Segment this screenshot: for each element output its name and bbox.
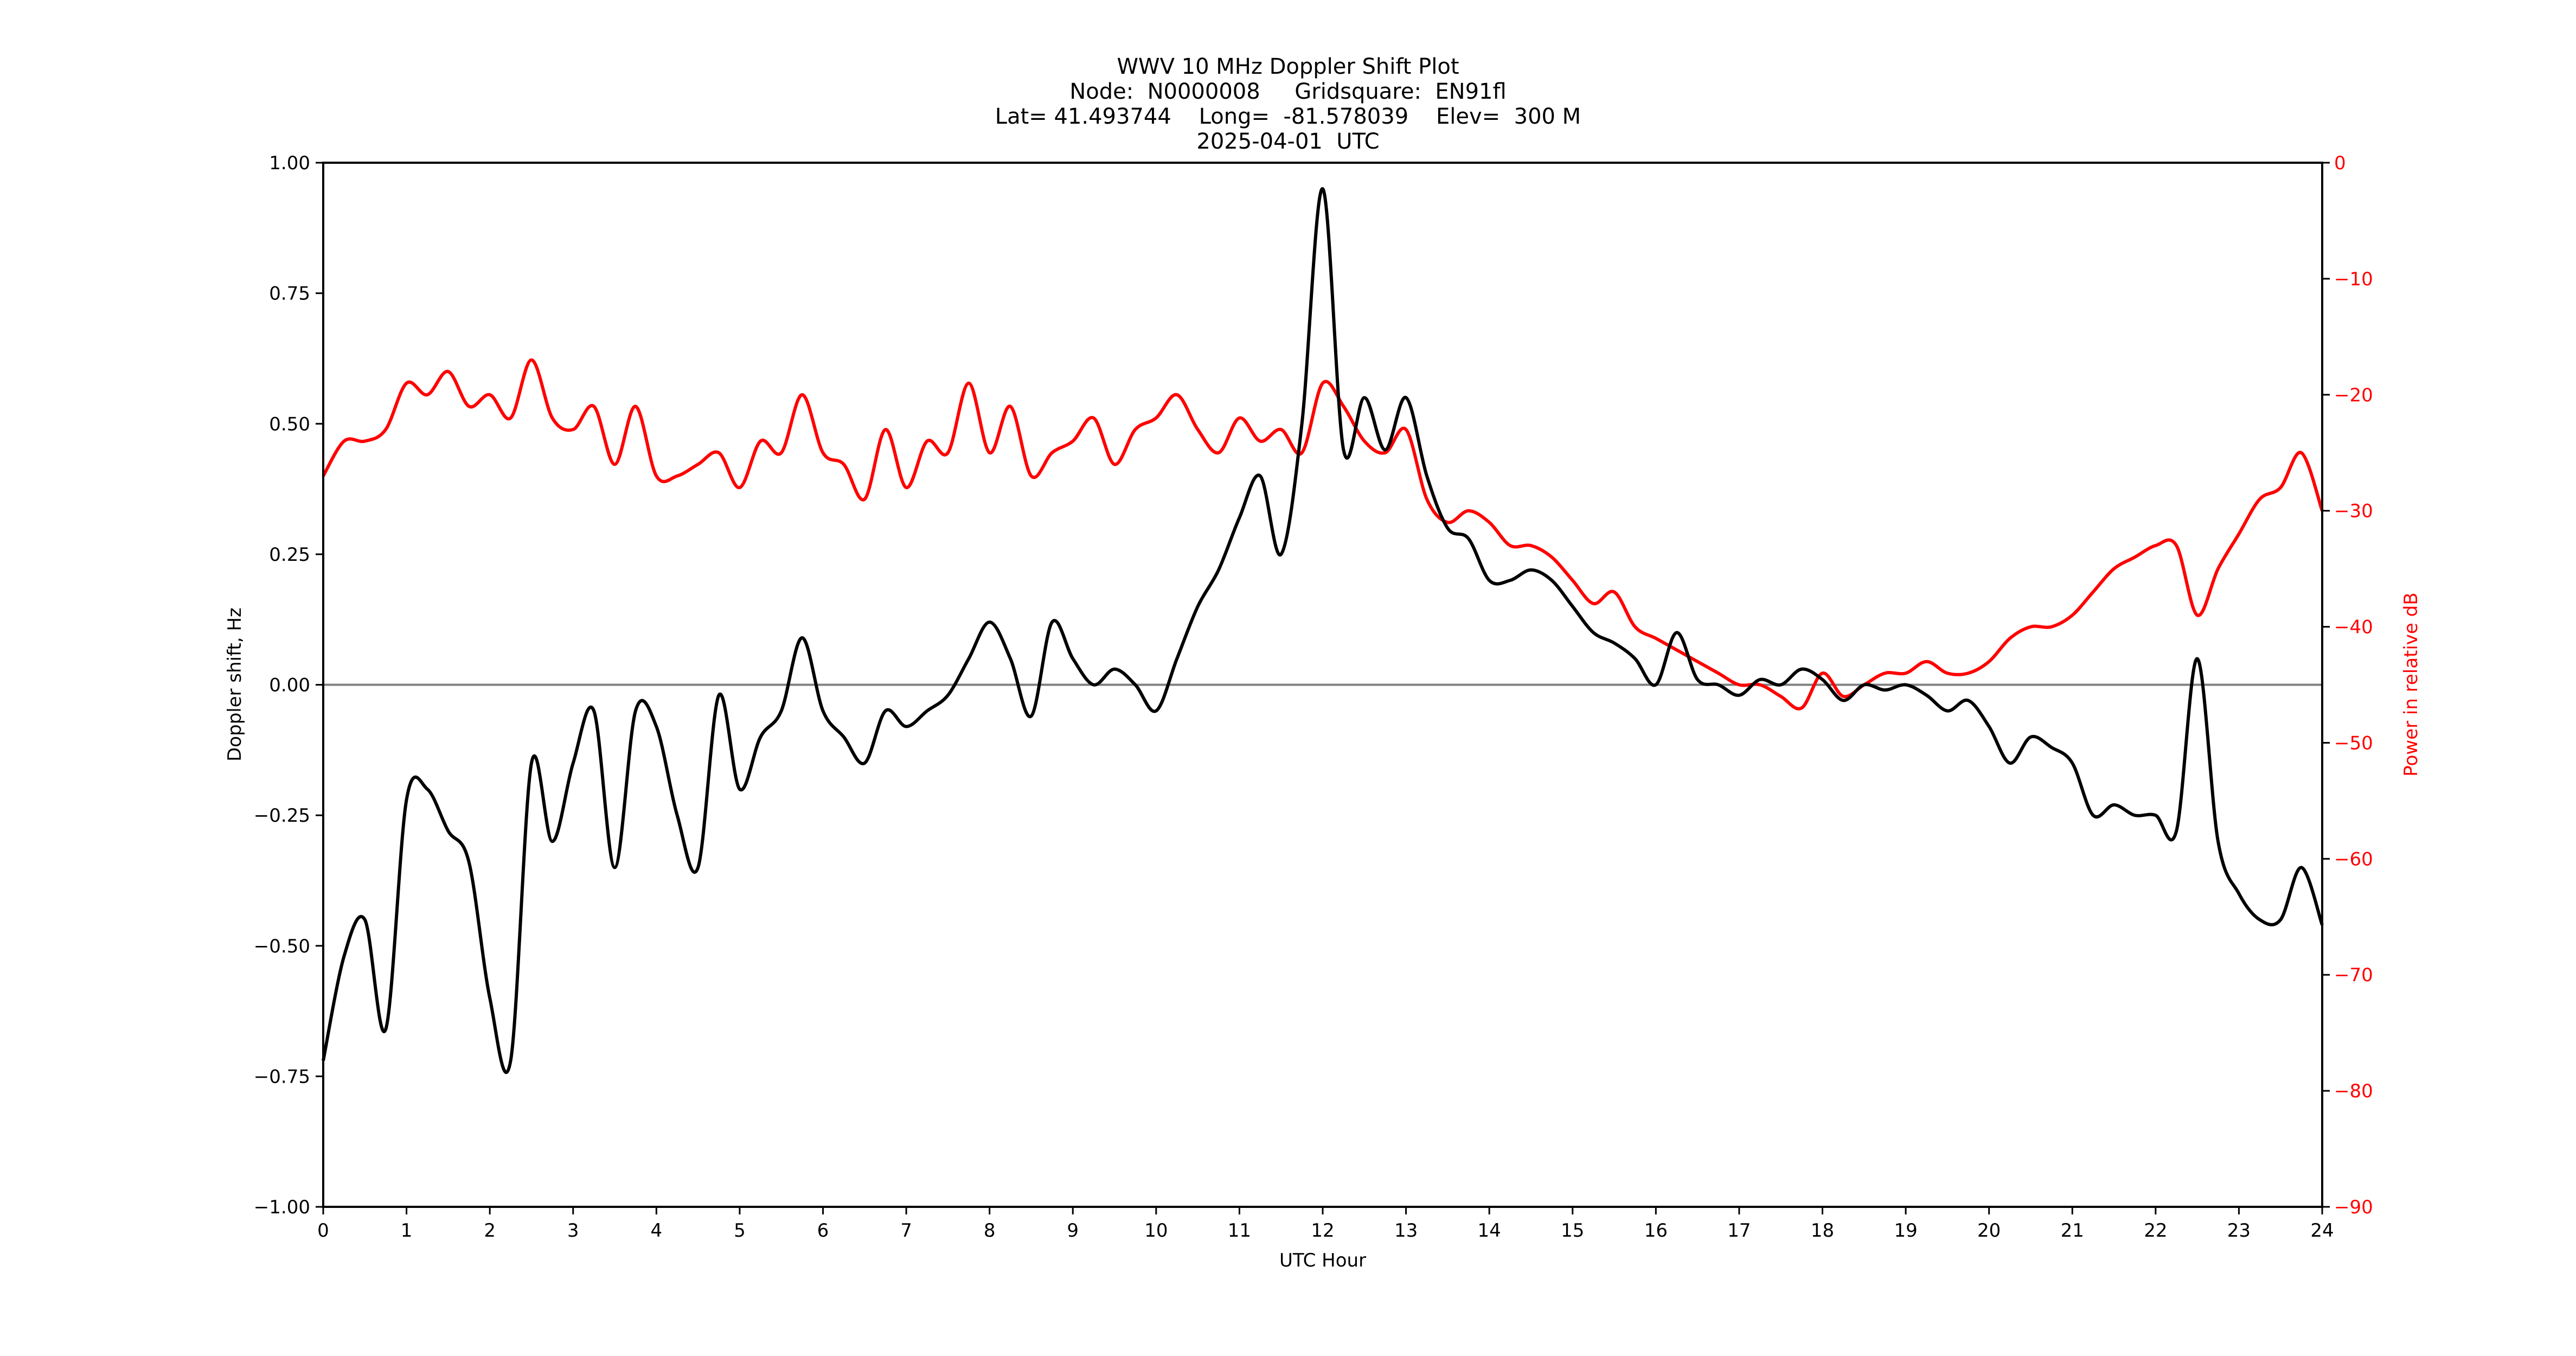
y-tick-label: 0.00 — [269, 675, 310, 696]
x-tick-label: 21 — [2061, 1220, 2084, 1242]
x-tick-label: 5 — [734, 1220, 746, 1242]
y2-tick-label: −40 — [2334, 617, 2373, 638]
x-tick-label: 2 — [484, 1220, 496, 1242]
x-tick-label: 10 — [1144, 1220, 1168, 1242]
y-tick-label: 1.00 — [269, 152, 310, 174]
x-tick-label: 9 — [1067, 1220, 1079, 1242]
x-tick-label: 15 — [1561, 1220, 1584, 1242]
x-tick-label: 14 — [1478, 1220, 1501, 1242]
x-tick-label: 6 — [817, 1220, 829, 1242]
x-tick-label: 0 — [317, 1220, 329, 1242]
x-tick-label: 13 — [1394, 1220, 1418, 1242]
x-tick-label: 12 — [1311, 1220, 1334, 1242]
x-tick-label: 1 — [401, 1220, 413, 1242]
x-tick-label: 23 — [2227, 1220, 2251, 1242]
x-tick-label: 11 — [1228, 1220, 1251, 1242]
x-tick-label: 16 — [1644, 1220, 1668, 1242]
y2-tick-label: −90 — [2334, 1197, 2373, 1218]
x-tick-label: 7 — [900, 1220, 912, 1242]
x-tick-label: 22 — [2144, 1220, 2167, 1242]
x-tick-label: 8 — [984, 1220, 996, 1242]
doppler-line — [322, 187, 2324, 1074]
y-axis-right: 0 −10 −20 −30 −40 −50 −60 −70 −80 −90 — [2322, 152, 2373, 1218]
chart-subtitle-location: Lat= 41.493744 Long= -81.578039 Elev= 30… — [995, 104, 1581, 129]
y2-axis-label: Power in relative dB — [2400, 592, 2422, 776]
y-tick-label: −1.00 — [254, 1197, 310, 1218]
y-tick-label: 0.25 — [269, 544, 310, 566]
doppler-series-line — [322, 187, 2324, 1074]
x-tick-label: 24 — [2310, 1220, 2334, 1242]
x-tick-label: 4 — [651, 1220, 663, 1242]
x-tick-label: 20 — [1977, 1220, 2001, 1242]
y2-tick-label: −20 — [2334, 385, 2373, 406]
y2-tick-label: −60 — [2334, 848, 2373, 870]
chart-title: WWV 10 MHz Doppler Shift Plot — [1117, 54, 1459, 79]
x-axis: 0 1 2 3 4 5 6 7 8 9 10 11 12 13 14 15 16 17 18 19 20 21 22 23 24 — [317, 1207, 2334, 1242]
y2-tick-label: −50 — [2334, 732, 2373, 754]
y-tick-label: 0.50 — [269, 413, 310, 435]
y-axis-label: Doppler shift, Hz — [224, 607, 246, 762]
y-tick-label: −0.75 — [254, 1066, 310, 1088]
x-tick-label: 19 — [1894, 1220, 1917, 1242]
y2-tick-label: −70 — [2334, 964, 2373, 986]
y2-tick-label: −10 — [2334, 268, 2373, 290]
y-tick-label: −0.25 — [254, 805, 310, 827]
x-tick-label: 3 — [567, 1220, 579, 1242]
x-axis-label: UTC Hour — [1279, 1250, 1366, 1271]
chart-subtitle-date: 2025-04-01 UTC — [1196, 129, 1380, 154]
power-line — [322, 358, 2324, 711]
x-tick-label: 17 — [1727, 1220, 1751, 1242]
y2-tick-label: −30 — [2334, 501, 2373, 522]
y-axis-left: 1.00 0.75 0.50 0.25 0.00 −0.25 −0.50 −0.75 −1.00 — [254, 152, 323, 1218]
y2-tick-label: −80 — [2334, 1080, 2373, 1102]
y-tick-label: 0.75 — [269, 283, 310, 305]
power-series-line — [322, 358, 2324, 711]
x-tick-label: 18 — [1811, 1220, 1834, 1242]
y-tick-label: −0.50 — [254, 936, 310, 957]
y2-tick-label: 0 — [2334, 152, 2346, 174]
chart-subtitle-node: Node: N0000008 Gridsquare: EN91fl — [1069, 79, 1507, 104]
